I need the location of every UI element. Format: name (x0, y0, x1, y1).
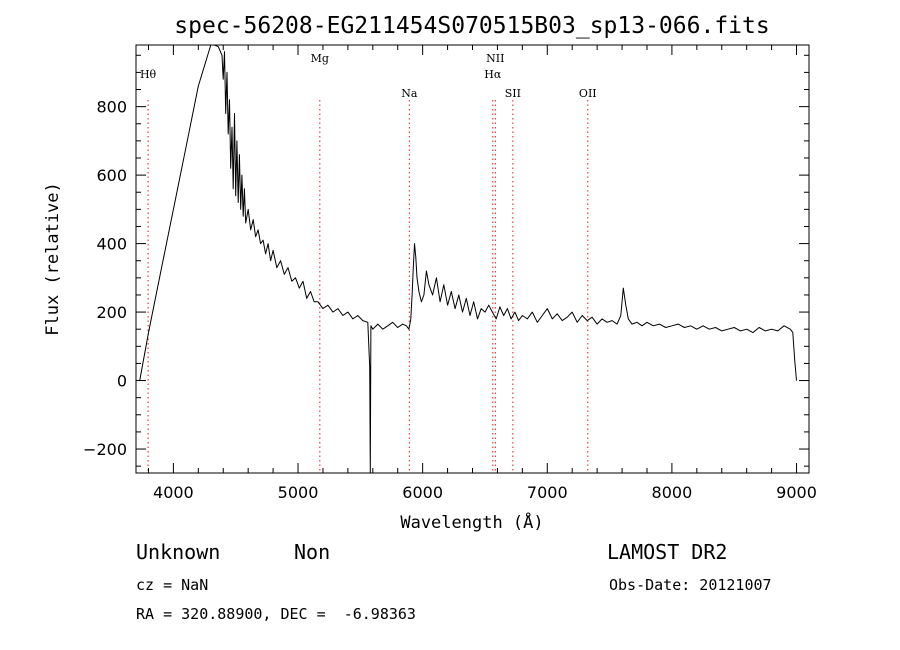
plot-frame (135, 44, 810, 474)
class-label: Unknown (136, 540, 221, 564)
x-tick-label: 7000 (527, 483, 568, 502)
spectral-line-label: NII (486, 52, 504, 65)
spectral-line-label: OII (579, 87, 597, 100)
x-axis-label: Wavelength (Å) (400, 511, 543, 533)
y-axis-label: Flux (relative) (43, 182, 63, 336)
y-tick-label: 400 (96, 235, 127, 254)
spectral-line-label: SII (505, 87, 521, 100)
y-tick-label: 200 (96, 303, 127, 322)
obs-date-label: Obs-Date: 20121007 (609, 576, 772, 594)
spectral-line-label: Hθ (140, 68, 157, 81)
spectrum-series-line (139, 44, 797, 474)
chart-title: spec-56208-EG211454S070515B03_sp13-066.f… (174, 13, 769, 39)
release-label: LAMOST DR2 (607, 540, 728, 564)
cz-label: cz = NaN (136, 576, 209, 594)
y-tick-label: 600 (96, 166, 127, 185)
spectral-line-label: Hα (484, 68, 502, 81)
x-tick-label: 9000 (776, 483, 817, 502)
spectral-line-label: Mg (311, 52, 329, 65)
x-tick-label: 8000 (652, 483, 693, 502)
spectral-line-label: Na (401, 87, 418, 100)
x-tick-label: 5000 (278, 483, 319, 502)
x-tick-label: 6000 (402, 483, 443, 502)
y-tick-label: −200 (83, 440, 127, 459)
y-tick-label: 0 (117, 372, 127, 391)
subclass-label: Non (294, 540, 331, 564)
radec-label: RA = 320.88900, DEC = -6.98363 (136, 605, 416, 623)
x-tick-label: 4000 (153, 483, 194, 502)
y-tick-label: 800 (96, 98, 127, 117)
